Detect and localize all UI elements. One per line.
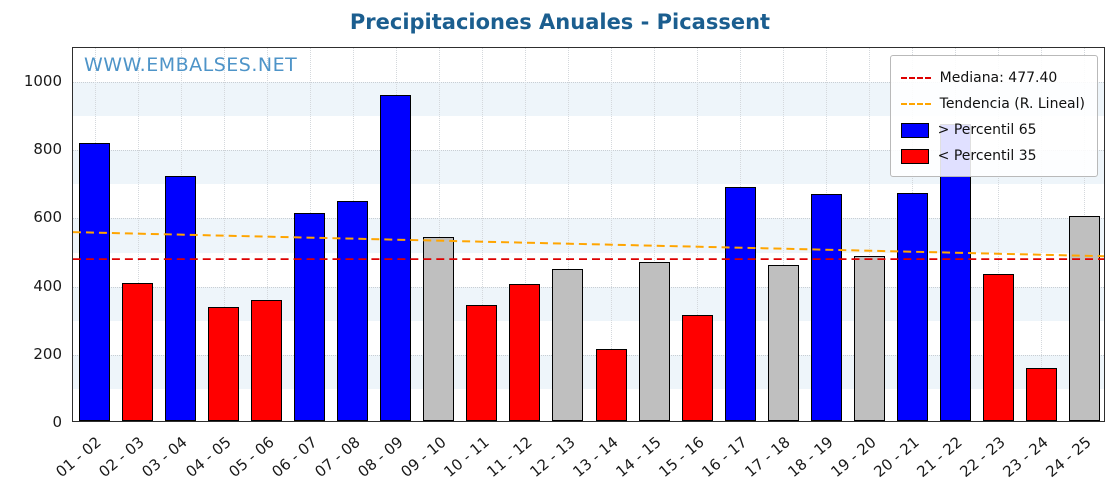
bar bbox=[337, 201, 369, 421]
chart-title: Precipitaciones Anuales - Picassent bbox=[349, 10, 771, 34]
legend-line-swatch bbox=[900, 77, 931, 79]
x-tick-label: 18 - 19 bbox=[784, 433, 837, 481]
x-tick-label: 15 - 16 bbox=[655, 433, 708, 481]
legend-square-swatch bbox=[900, 148, 929, 164]
bar bbox=[896, 192, 928, 421]
legend-label: Tendencia (R. Lineal) bbox=[939, 96, 1085, 112]
x-tick-label: 06 - 07 bbox=[268, 433, 321, 481]
bar bbox=[595, 349, 627, 421]
x-tick-label: 22 - 23 bbox=[956, 433, 1009, 481]
x-tick-label: 23 - 24 bbox=[999, 433, 1053, 481]
x-tick-label: 08 - 09 bbox=[354, 433, 407, 481]
x-tick-label: 16 - 17 bbox=[698, 433, 751, 481]
bar bbox=[122, 282, 154, 421]
x-tick-label: 20 - 21 bbox=[870, 433, 923, 481]
bar bbox=[79, 143, 110, 421]
h-gridline bbox=[73, 218, 1104, 220]
bar bbox=[681, 315, 713, 421]
bar bbox=[1068, 216, 1100, 421]
x-tick-label: 12 - 13 bbox=[526, 433, 579, 481]
y-tick-label: 0 bbox=[52, 413, 62, 431]
legend-label: > Percentil 65 bbox=[937, 122, 1037, 138]
x-tick-label: 07 - 08 bbox=[311, 433, 364, 481]
background-stripe bbox=[73, 286, 1104, 321]
x-tick-label: 05 - 06 bbox=[224, 433, 278, 481]
x-tick-label: 21 - 22 bbox=[913, 433, 966, 481]
bar bbox=[853, 255, 885, 421]
y-tick-label: 600 bbox=[33, 208, 62, 227]
x-tick-label: 13 - 14 bbox=[569, 433, 622, 481]
legend-item: > Percentil 65 bbox=[900, 117, 1085, 143]
bar bbox=[251, 299, 283, 421]
y-tick-label: 800 bbox=[33, 140, 62, 159]
bar bbox=[208, 306, 240, 421]
bar bbox=[552, 269, 584, 421]
bar bbox=[982, 274, 1014, 421]
legend-item: Tendencia (R. Lineal) bbox=[900, 91, 1085, 117]
legend-box: Mediana: 477.40 Tendencia (R. Lineal) > Pe… bbox=[889, 55, 1098, 177]
x-tick-label: 01 - 02 bbox=[52, 433, 106, 481]
legend-line-swatch bbox=[900, 103, 931, 105]
bar bbox=[638, 262, 670, 421]
legend-label: Mediana: 477.40 bbox=[939, 70, 1058, 86]
y-tick-label: 200 bbox=[33, 344, 62, 363]
x-tick-label: 09 - 10 bbox=[397, 433, 450, 481]
x-axis-tick-labels: 01 - 02 02 - 03 03 - 04 04 - 05 05 - 06 06 - … bbox=[53, 423, 1105, 493]
y-tick-label: 400 bbox=[33, 276, 62, 295]
x-tick-label: 10 - 11 bbox=[440, 433, 493, 481]
x-tick-label: 02 - 03 bbox=[95, 433, 149, 481]
x-tick-label: 19 - 20 bbox=[827, 433, 880, 481]
bar bbox=[767, 264, 799, 421]
h-gridline bbox=[73, 82, 1104, 84]
bar bbox=[724, 187, 756, 421]
bar bbox=[380, 95, 412, 421]
bar bbox=[165, 175, 197, 421]
x-tick-label: 17 - 18 bbox=[741, 433, 794, 481]
bar bbox=[423, 236, 455, 421]
watermark-text: WWW.EMBALSES.NET bbox=[84, 54, 298, 76]
x-tick-label: 24 - 25 bbox=[1042, 433, 1096, 481]
y-tick-label: 1000 bbox=[23, 72, 62, 91]
bar bbox=[509, 283, 541, 421]
x-tick-label: 04 - 05 bbox=[181, 433, 235, 481]
bar bbox=[466, 305, 498, 421]
x-tick-label: 11 - 12 bbox=[483, 433, 536, 481]
bar bbox=[294, 213, 326, 421]
legend-item: < Percentil 35 bbox=[900, 143, 1085, 169]
h-gridline bbox=[73, 286, 1104, 288]
h-gridline bbox=[73, 354, 1104, 356]
bar bbox=[1025, 368, 1057, 421]
background-stripe bbox=[73, 354, 1104, 389]
legend-item: Mediana: 477.40 bbox=[900, 65, 1085, 91]
bar bbox=[810, 194, 842, 421]
legend-label: < Percentil 35 bbox=[937, 148, 1037, 164]
x-tick-label: 03 - 04 bbox=[138, 433, 192, 481]
h-gridline bbox=[73, 150, 1104, 152]
legend-square-swatch bbox=[900, 122, 929, 138]
x-tick-label: 14 - 15 bbox=[612, 433, 665, 481]
